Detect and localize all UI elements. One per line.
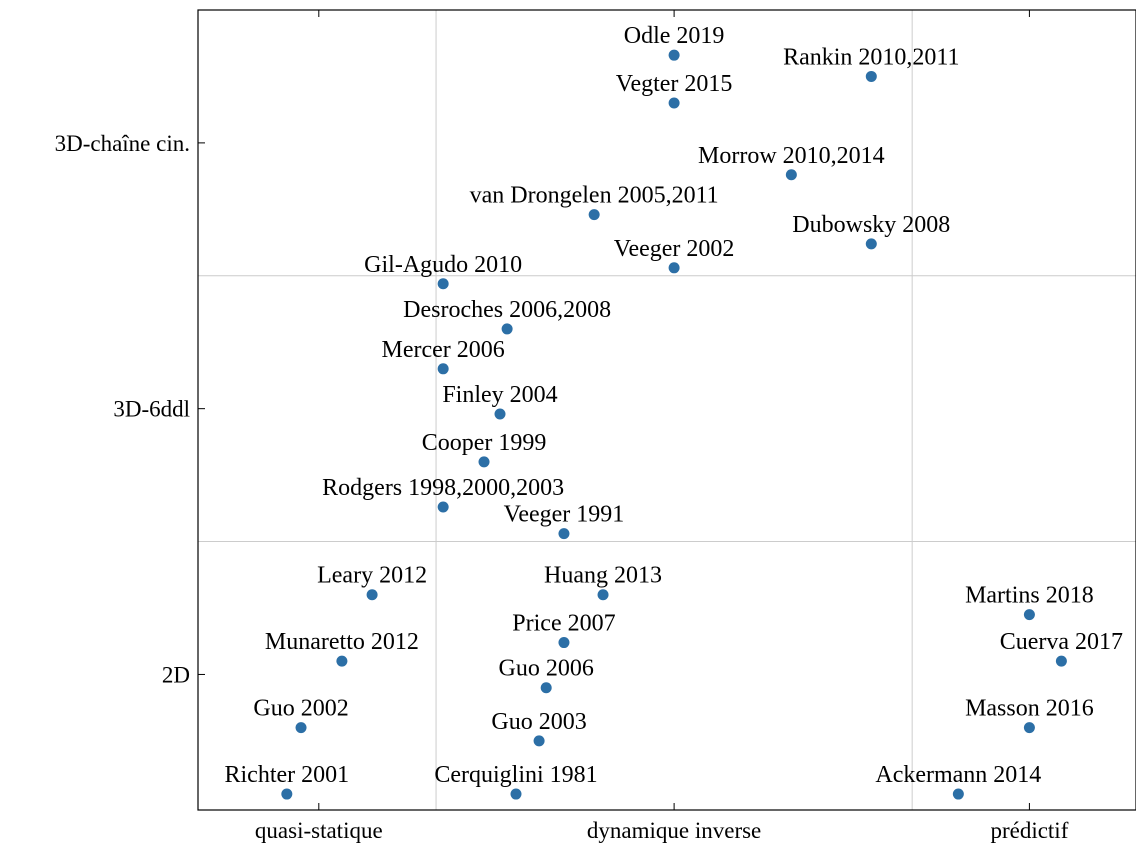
point xyxy=(865,238,877,250)
point xyxy=(668,262,680,274)
point-label: Rodgers 1998,2000,2003 xyxy=(322,475,564,501)
point-label: Veeger 1991 xyxy=(504,502,625,528)
point-label: Cuerva 2017 xyxy=(1000,629,1123,655)
point-label: Ackermann 2014 xyxy=(875,762,1041,788)
y-tick-label: 2D xyxy=(162,662,190,687)
point xyxy=(540,682,552,694)
point xyxy=(510,788,522,800)
point xyxy=(281,788,293,800)
point-label: Gil-Agudo 2010 xyxy=(364,252,522,278)
point xyxy=(478,456,490,468)
point-label: Veeger 2002 xyxy=(614,236,735,262)
point-label: Price 2007 xyxy=(512,611,615,637)
point-label: Guo 2002 xyxy=(253,696,348,722)
point xyxy=(494,408,506,420)
point xyxy=(533,735,545,747)
point xyxy=(865,70,877,82)
point xyxy=(1055,655,1067,667)
point-label: Leary 2012 xyxy=(317,563,427,589)
point-label: Guo 2003 xyxy=(491,709,586,735)
point-label: Cerquiglini 1981 xyxy=(434,762,597,788)
point xyxy=(588,209,600,221)
point xyxy=(558,637,570,649)
x-tick-label: quasi-statique xyxy=(255,818,383,843)
point-label: Guo 2006 xyxy=(499,656,594,682)
point-label: Vegter 2015 xyxy=(616,71,733,97)
point-label: Odle 2019 xyxy=(624,23,725,49)
point-label: Munaretto 2012 xyxy=(265,629,419,655)
point-label: Masson 2016 xyxy=(965,696,1094,722)
point-label: Richter 2001 xyxy=(225,762,350,788)
point xyxy=(437,501,449,513)
point xyxy=(558,528,570,540)
point xyxy=(336,655,348,667)
point-label: Huang 2013 xyxy=(544,563,662,589)
point xyxy=(785,169,797,181)
point-label: Desroches 2006,2008 xyxy=(403,297,611,323)
y-tick-label: 3D-6ddl xyxy=(113,397,190,422)
point xyxy=(1023,722,1035,734)
point-label: Mercer 2006 xyxy=(382,337,505,363)
point xyxy=(437,278,449,290)
point xyxy=(437,363,449,375)
point xyxy=(597,589,609,601)
point xyxy=(295,722,307,734)
point xyxy=(366,589,378,601)
y-tick-label: 3D-chaîne cin. xyxy=(55,131,190,156)
point-label: Martins 2018 xyxy=(965,583,1094,609)
point-label: Rankin 2010,2011 xyxy=(783,44,959,70)
point xyxy=(668,49,680,61)
x-tick-label: dynamique inverse xyxy=(587,818,761,843)
point xyxy=(501,323,513,335)
point-label: Cooper 1999 xyxy=(422,430,547,456)
point-label: van Drongelen 2005,2011 xyxy=(470,183,719,209)
point xyxy=(668,97,680,109)
point-label: Finley 2004 xyxy=(442,382,557,408)
plot-frame xyxy=(197,9,1136,811)
point xyxy=(952,788,964,800)
point-label: Morrow 2010,2014 xyxy=(698,143,885,169)
point xyxy=(1023,609,1035,621)
point-label: Dubowsky 2008 xyxy=(792,212,950,238)
x-tick-label: prédictif xyxy=(990,818,1068,843)
